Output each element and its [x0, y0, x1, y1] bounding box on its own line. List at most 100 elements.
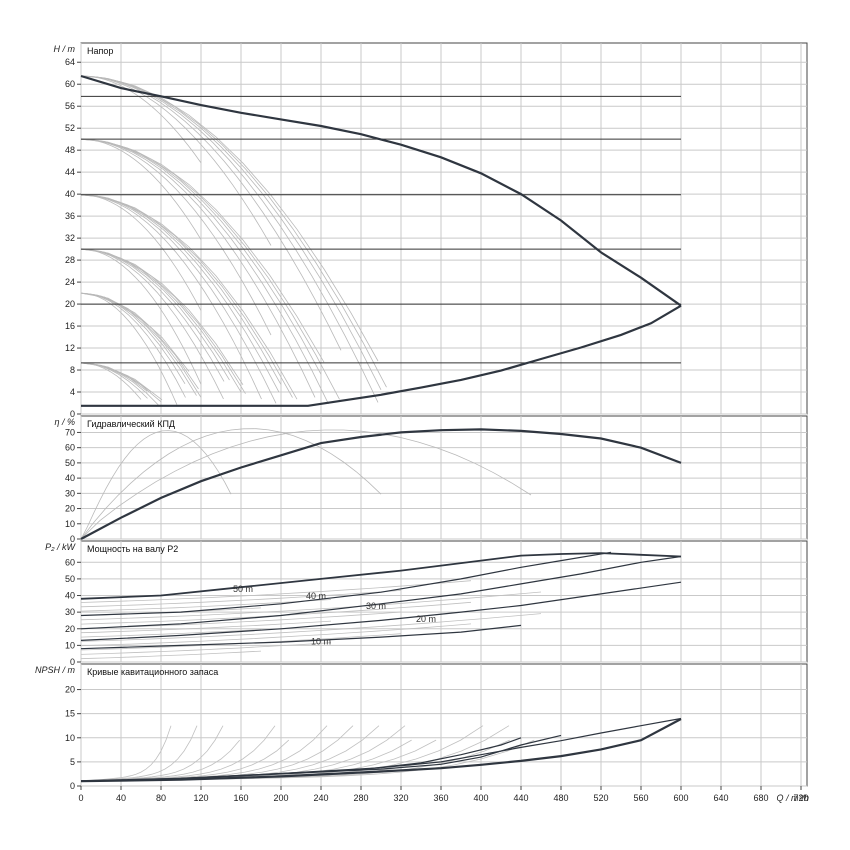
head-family-curve-3 [80, 75, 379, 403]
ytick-head-15: 60 [65, 79, 75, 89]
ytick-power-0: 0 [70, 657, 75, 667]
ytick-head-13: 52 [65, 123, 75, 133]
ytick-efficiency-3: 30 [65, 488, 75, 498]
ytick-head-0: 0 [70, 409, 75, 419]
head-family-curve-1 [80, 75, 272, 246]
ytick-head-14: 56 [65, 101, 75, 111]
head-family-curve-20 [80, 194, 298, 400]
ytick-efficiency-6: 60 [65, 443, 75, 453]
power-family-curve-0 [80, 650, 262, 660]
eta-family-curve-1 [80, 428, 382, 540]
ytick-head-9: 36 [65, 211, 75, 221]
xtick-3: 120 [193, 793, 208, 803]
xtick-9: 360 [433, 793, 448, 803]
ytick-efficiency-2: 20 [65, 504, 75, 514]
ytick-power-2: 20 [65, 624, 75, 634]
power-family-curve-5 [80, 629, 262, 638]
head-family-curve-38 [80, 362, 148, 392]
ytick-efficiency-5: 50 [65, 458, 75, 468]
power-curve-label-4: 10 m [311, 637, 331, 647]
xtick-10: 400 [473, 793, 488, 803]
ylabel-head: H / m [54, 44, 76, 54]
ytick-head-8: 32 [65, 233, 75, 243]
ytick-head-5: 20 [65, 299, 75, 309]
xtick-16: 640 [713, 793, 728, 803]
head-family-curve-0 [80, 75, 202, 164]
ylabel-efficiency: η / % [54, 417, 75, 427]
xtick-7: 280 [353, 793, 368, 803]
npsh-family-curve-2 [80, 725, 224, 782]
xtick-6: 240 [313, 793, 328, 803]
head-family-curve-10 [80, 138, 329, 405]
head-family-curve-18 [80, 194, 282, 385]
head-family-curve-22 [80, 248, 224, 400]
npsh-family-curve-4 [80, 725, 276, 782]
panel-frame-power [80, 540, 808, 663]
xtick-8: 320 [393, 793, 408, 803]
xtick-2: 80 [156, 793, 166, 803]
power-curve-label-2: 30 m [366, 601, 386, 611]
head-envelope-lower [81, 304, 682, 407]
power-main-curve-2 [80, 555, 682, 630]
ytick-npsh-0: 0 [70, 781, 75, 791]
ytick-npsh-1: 5 [70, 757, 75, 767]
power-main-curve-3 [80, 581, 682, 641]
head-family-curve-37 [80, 362, 160, 406]
head-family-curve-31 [80, 292, 197, 396]
power-family-curve-11 [80, 599, 332, 612]
head-family-curve-15 [80, 194, 262, 400]
ytick-head-11: 44 [65, 167, 75, 177]
head-family-curve-4 [80, 75, 382, 390]
power-main-curve-4 [80, 624, 522, 650]
npsh-family-curve-3 [80, 739, 241, 782]
panel-title-npsh: Кривые кавитационного запаса [87, 667, 218, 677]
head-family-curve-34 [80, 292, 190, 372]
xtick-14: 560 [633, 793, 648, 803]
ytick-npsh-4: 20 [65, 685, 75, 695]
head-envelope-upper [80, 74, 682, 307]
panel-title-head: Напор [87, 46, 113, 56]
power-family-curve-13 [80, 580, 472, 603]
head-family-curve-26 [80, 248, 246, 394]
ytick-power-5: 50 [65, 574, 75, 584]
power-main-curve-0 [80, 552, 682, 600]
xtick-0: 0 [78, 793, 83, 803]
xtick-13: 520 [593, 793, 608, 803]
head-family-curve-23 [80, 248, 225, 382]
head-family-curve-8 [80, 138, 272, 336]
npsh-family-curve-0 [80, 725, 172, 782]
head-family-curve-19 [80, 194, 293, 398]
ytick-npsh-3: 15 [65, 709, 75, 719]
ytick-power-1: 10 [65, 640, 75, 650]
xtick-11: 440 [513, 793, 528, 803]
ytick-head-10: 40 [65, 189, 75, 199]
ytick-power-3: 30 [65, 607, 75, 617]
head-family-curve-27 [80, 248, 244, 386]
ytick-efficiency-1: 10 [65, 519, 75, 529]
panel-title-efficiency: Гидравлический КПД [87, 419, 175, 429]
head-family-curve-5 [80, 75, 387, 388]
power-family-curve-3 [80, 623, 472, 647]
power-family-curve-6 [80, 620, 332, 634]
head-family-curve-2 [80, 75, 342, 351]
xtick-1: 40 [116, 793, 126, 803]
ytick-head-6: 24 [65, 277, 75, 287]
ytick-head-16: 64 [65, 57, 75, 67]
power-main-curve-1 [80, 551, 612, 617]
ytick-power-4: 40 [65, 591, 75, 601]
power-family-curve-4 [80, 613, 542, 642]
ytick-head-1: 4 [70, 387, 75, 397]
head-family-curve-16 [80, 194, 277, 404]
xtick-5: 200 [273, 793, 288, 803]
head-family-curve-40 [80, 362, 152, 393]
head-family-curve-36 [80, 362, 148, 399]
xtick-15: 600 [673, 793, 688, 803]
eta-family-curve-2 [80, 429, 532, 540]
power-curve-label-0: 50 m [233, 584, 253, 594]
ylabel-npsh: NPSH / m [35, 665, 76, 675]
power-family-curve-12 [80, 590, 402, 608]
xtick-12: 480 [553, 793, 568, 803]
head-family-curve-9 [80, 138, 316, 398]
power-curve-label-1: 40 m [306, 591, 326, 601]
